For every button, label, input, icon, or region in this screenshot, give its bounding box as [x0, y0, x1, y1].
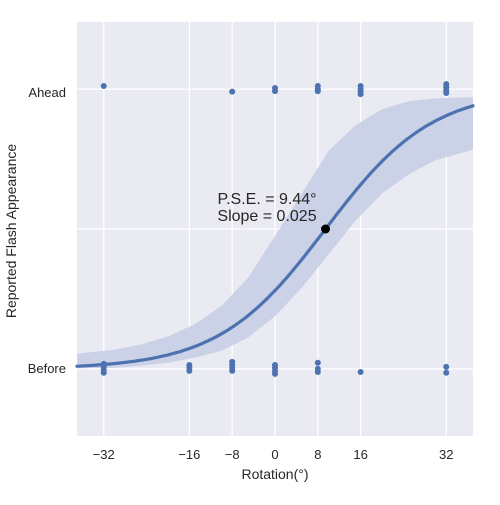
data-point [443, 369, 450, 376]
data-point [357, 91, 364, 98]
annotation-pse: P.S.E. = 9.44° [217, 191, 316, 208]
confidence-band [77, 97, 473, 369]
x-tick-label: 8 [314, 447, 321, 462]
x-tick-label: −32 [93, 447, 115, 462]
data-point [314, 368, 321, 375]
ci-band [77, 97, 473, 369]
data-point [272, 88, 278, 95]
fit-curve [75, 104, 475, 368]
x-tick-label: 0 [271, 447, 278, 462]
data-point [272, 370, 278, 377]
data-point [100, 83, 107, 90]
data-point [443, 363, 450, 370]
x-tick-label: 16 [353, 447, 367, 462]
x-tick-label: 32 [439, 447, 453, 462]
x-axis-label: Rotation(°) [241, 466, 308, 482]
data-point [314, 88, 321, 95]
pse-marker [321, 224, 331, 234]
annotation-slope: Slope = 0.025 [217, 208, 316, 225]
data-point [229, 88, 236, 95]
x-tick-labels: −32 −16 −8 0 8 16 32 [93, 447, 454, 462]
y-axis-label: Reported Flash Appearance [3, 144, 19, 319]
data-point [314, 359, 321, 366]
data-point [100, 369, 107, 376]
pse-marker-layer [321, 224, 331, 234]
x-tick-label: −16 [178, 447, 200, 462]
data-points [100, 81, 450, 377]
data-point [357, 368, 364, 375]
data-point [229, 367, 236, 374]
y-tick-ahead: Ahead [28, 85, 66, 100]
fit-curve-layer [75, 104, 475, 368]
y-tick-before: Before [28, 361, 66, 376]
data-point [186, 367, 193, 374]
data-point [443, 90, 450, 97]
x-tick-label: −8 [225, 447, 240, 462]
